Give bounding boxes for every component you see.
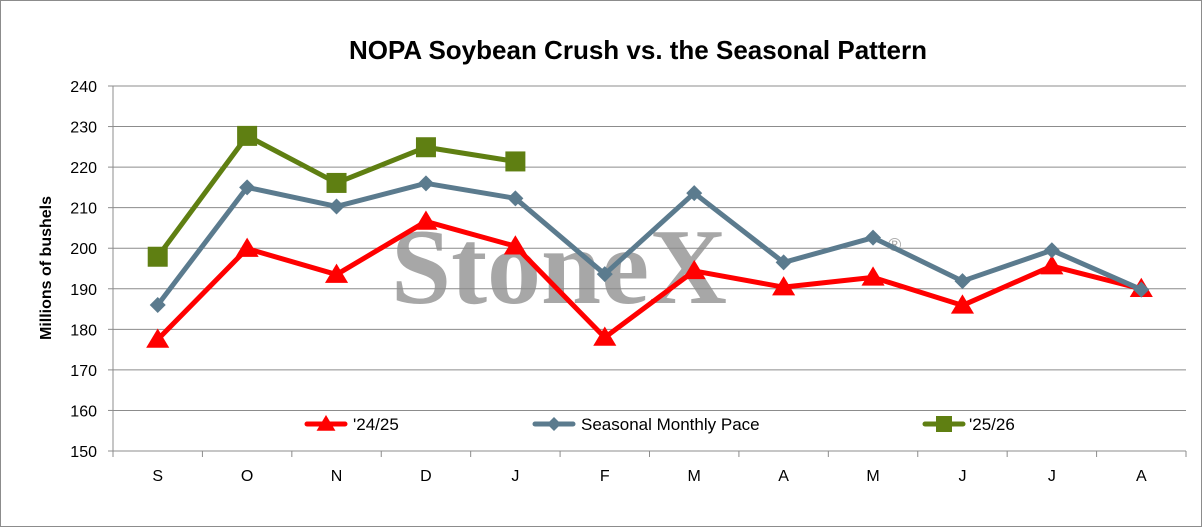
y-tick-label-190: 190 xyxy=(70,282,97,299)
series-1-point-9 xyxy=(954,273,971,290)
legend-item-1: Seasonal Monthly Pace xyxy=(532,415,760,434)
x-tick-label-0: S xyxy=(152,468,163,485)
y-tick-label-230: 230 xyxy=(70,120,97,137)
series-1-point-3 xyxy=(417,175,434,192)
series-2-point-1 xyxy=(237,125,258,146)
x-tick-label-4: J xyxy=(511,468,519,485)
series-0-point-9 xyxy=(950,294,975,314)
y-tick-label-220: 220 xyxy=(70,160,97,177)
y-tick-label-200: 200 xyxy=(70,241,97,258)
y-tick-label-170: 170 xyxy=(70,363,97,380)
series-0-point-10 xyxy=(1040,255,1064,275)
y-tick-label-210: 210 xyxy=(70,201,97,218)
gridlines xyxy=(113,85,1186,411)
series-layer xyxy=(146,125,1153,348)
series-1 xyxy=(149,175,1150,313)
y-axis-label: Millions of bushels xyxy=(38,196,55,340)
y-tick-label-240: 240 xyxy=(70,79,97,96)
series-0-point-8 xyxy=(861,266,885,286)
series-1-point-4 xyxy=(507,190,524,207)
x-tick-label-2: N xyxy=(331,468,343,485)
series-1-point-6 xyxy=(686,185,703,202)
legend-label-1: Seasonal Monthly Pace xyxy=(581,415,760,434)
x-tick-label-11: A xyxy=(1136,468,1147,485)
series-line-1 xyxy=(155,180,1144,308)
x-tick-label-10: J xyxy=(1048,468,1056,485)
series-1-point-10 xyxy=(1043,242,1060,259)
legend-label-0: '24/25 xyxy=(353,415,399,434)
axes xyxy=(108,85,1187,457)
legend-item-2: '25/26 xyxy=(922,415,1015,434)
series-line-0 xyxy=(155,218,1144,342)
series-1-point-8 xyxy=(865,229,882,246)
series-0 xyxy=(146,210,1153,348)
series-1-point-7 xyxy=(775,254,792,271)
series-2 xyxy=(147,125,526,267)
legend-label-2: '25/26 xyxy=(969,415,1015,434)
x-tick-label-7: A xyxy=(778,468,789,485)
legend-swatch-marker-0 xyxy=(316,415,336,431)
y-tick-label-150: 150 xyxy=(70,444,97,461)
x-tick-label-3: D xyxy=(420,468,432,485)
series-1-point-2 xyxy=(328,198,345,215)
series-0-point-4 xyxy=(503,235,527,255)
series-1-point-0 xyxy=(149,297,166,313)
legend-swatch-marker-1 xyxy=(547,417,561,431)
series-0-point-3 xyxy=(414,210,438,230)
series-1-point-11 xyxy=(1133,281,1150,298)
series-0-point-1 xyxy=(235,237,259,257)
series-2-point-3 xyxy=(415,137,436,158)
series-0-point-0 xyxy=(146,328,170,348)
legend-item-0: '24/25 xyxy=(304,415,399,434)
x-tick-label-1: O xyxy=(241,468,253,485)
legend-swatch-marker-2 xyxy=(936,416,952,432)
series-2-point-0 xyxy=(147,246,168,267)
chart-title: NOPA Soybean Crush vs. the Seasonal Patt… xyxy=(349,35,927,65)
y-tick-label-180: 180 xyxy=(70,322,97,339)
x-tick-label-8: M xyxy=(866,468,879,485)
series-0-point-5 xyxy=(593,326,617,346)
tick-labels: 150 160 170 180 190 200 210 220 230 240 S O N D J F M A M J… xyxy=(70,79,1147,485)
series-0-point-7 xyxy=(772,276,796,296)
legend: '24/25 Seasonal Monthly Pace '25/26 xyxy=(304,415,1015,434)
series-0-point-2 xyxy=(324,263,349,283)
x-tick-label-9: J xyxy=(958,468,966,485)
series-2-point-2 xyxy=(326,172,347,193)
series-0-point-6 xyxy=(682,259,706,280)
y-tick-label-160: 160 xyxy=(70,403,97,420)
series-2-point-4 xyxy=(505,151,526,172)
series-1-point-1 xyxy=(239,179,256,196)
x-tick-label-6: M xyxy=(688,468,701,485)
series-1-point-5 xyxy=(596,266,613,283)
x-tick-label-5: F xyxy=(600,468,610,485)
